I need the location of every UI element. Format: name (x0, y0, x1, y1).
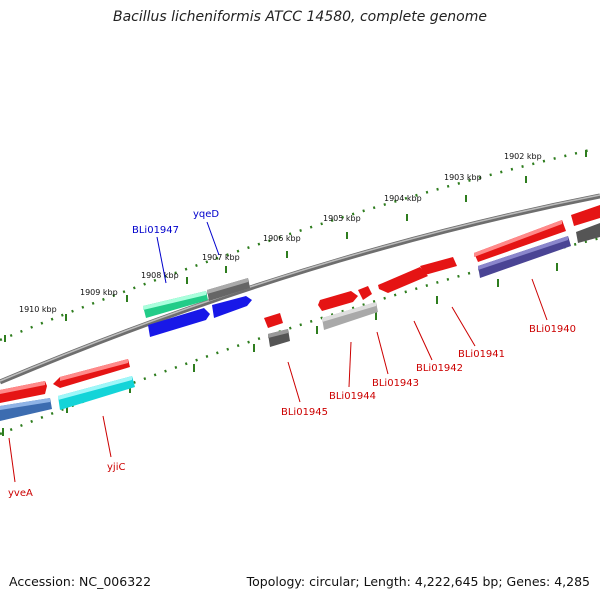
gene-label[interactable]: BLi01947 (132, 225, 179, 236)
gene-feature (264, 313, 283, 328)
leader-line (451, 306, 476, 347)
gene-highlight (0, 381, 45, 394)
tick-label: 1905 kbp (323, 214, 361, 223)
gene-highlight (474, 220, 562, 257)
reverse-strand-genes (0, 223, 600, 421)
gene-label[interactable]: BLi01940 (529, 324, 576, 335)
gene-highlight (268, 329, 288, 338)
gene-label[interactable]: BLi01943 (372, 378, 419, 389)
tick-label: 1906 kbp (263, 234, 301, 243)
gene-label[interactable]: BLi01945 (281, 407, 328, 418)
map-title: Bacillus licheniformis ATCC 14580, compl… (113, 9, 487, 25)
gene-feature (378, 267, 428, 293)
tick-label: 1904 kbp (384, 194, 422, 203)
genome-backbone (0, 193, 600, 385)
gene-feature (318, 291, 358, 311)
genome-summary-text: Topology: circular; Length: 4,222,645 bp… (246, 574, 590, 589)
gene-feature (148, 308, 210, 337)
gene-highlight (207, 278, 248, 294)
accession-text: Accession: NC_006322 (9, 574, 152, 589)
gene-feature (58, 376, 135, 410)
tick-label: 1910 kbp (19, 305, 57, 314)
gene-label[interactable]: BLi01942 (416, 363, 463, 374)
leader-line (413, 320, 433, 361)
leader-line (8, 437, 16, 483)
leader-lines (8, 221, 548, 483)
leader-line (206, 221, 220, 256)
gene-label[interactable]: yjiC (107, 462, 125, 473)
tick-label: 1903 kbp (444, 173, 482, 182)
gene-feature (576, 223, 600, 243)
gene-feature (212, 296, 252, 318)
inner-major-ticks (2, 263, 558, 436)
leader-line (376, 331, 389, 375)
tick-label: 1909 kbp (80, 288, 118, 297)
leader-line (287, 361, 301, 403)
gene-feature (358, 286, 372, 300)
gene-label[interactable]: BLi01941 (458, 349, 505, 360)
genome-backbone-highlight (0, 194, 600, 382)
gene-feature (420, 257, 457, 275)
leader-line (156, 236, 167, 284)
leader-line (531, 278, 548, 321)
gene-highlight (143, 291, 206, 310)
inner-tick-track (0, 236, 600, 436)
gene-feature (571, 205, 600, 226)
gene-highlight (0, 398, 50, 410)
gene-highlight (478, 236, 568, 270)
major-ticks (4, 150, 587, 342)
gene-label[interactable]: yqeD (193, 209, 219, 220)
tick-label: 1902 kbp (504, 152, 542, 161)
gene-highlight (322, 302, 376, 322)
leader-line (102, 415, 112, 458)
tick-label: 1907 kbp (202, 253, 240, 262)
tick-label: 1908 kbp (141, 271, 179, 280)
gene-label[interactable]: BLi01944 (329, 391, 376, 402)
leader-line (348, 341, 352, 388)
forward-strand-genes (0, 205, 600, 403)
gene-highlight (58, 376, 132, 400)
gene-label[interactable]: yveA (8, 488, 33, 499)
gene-highlight (60, 359, 128, 381)
